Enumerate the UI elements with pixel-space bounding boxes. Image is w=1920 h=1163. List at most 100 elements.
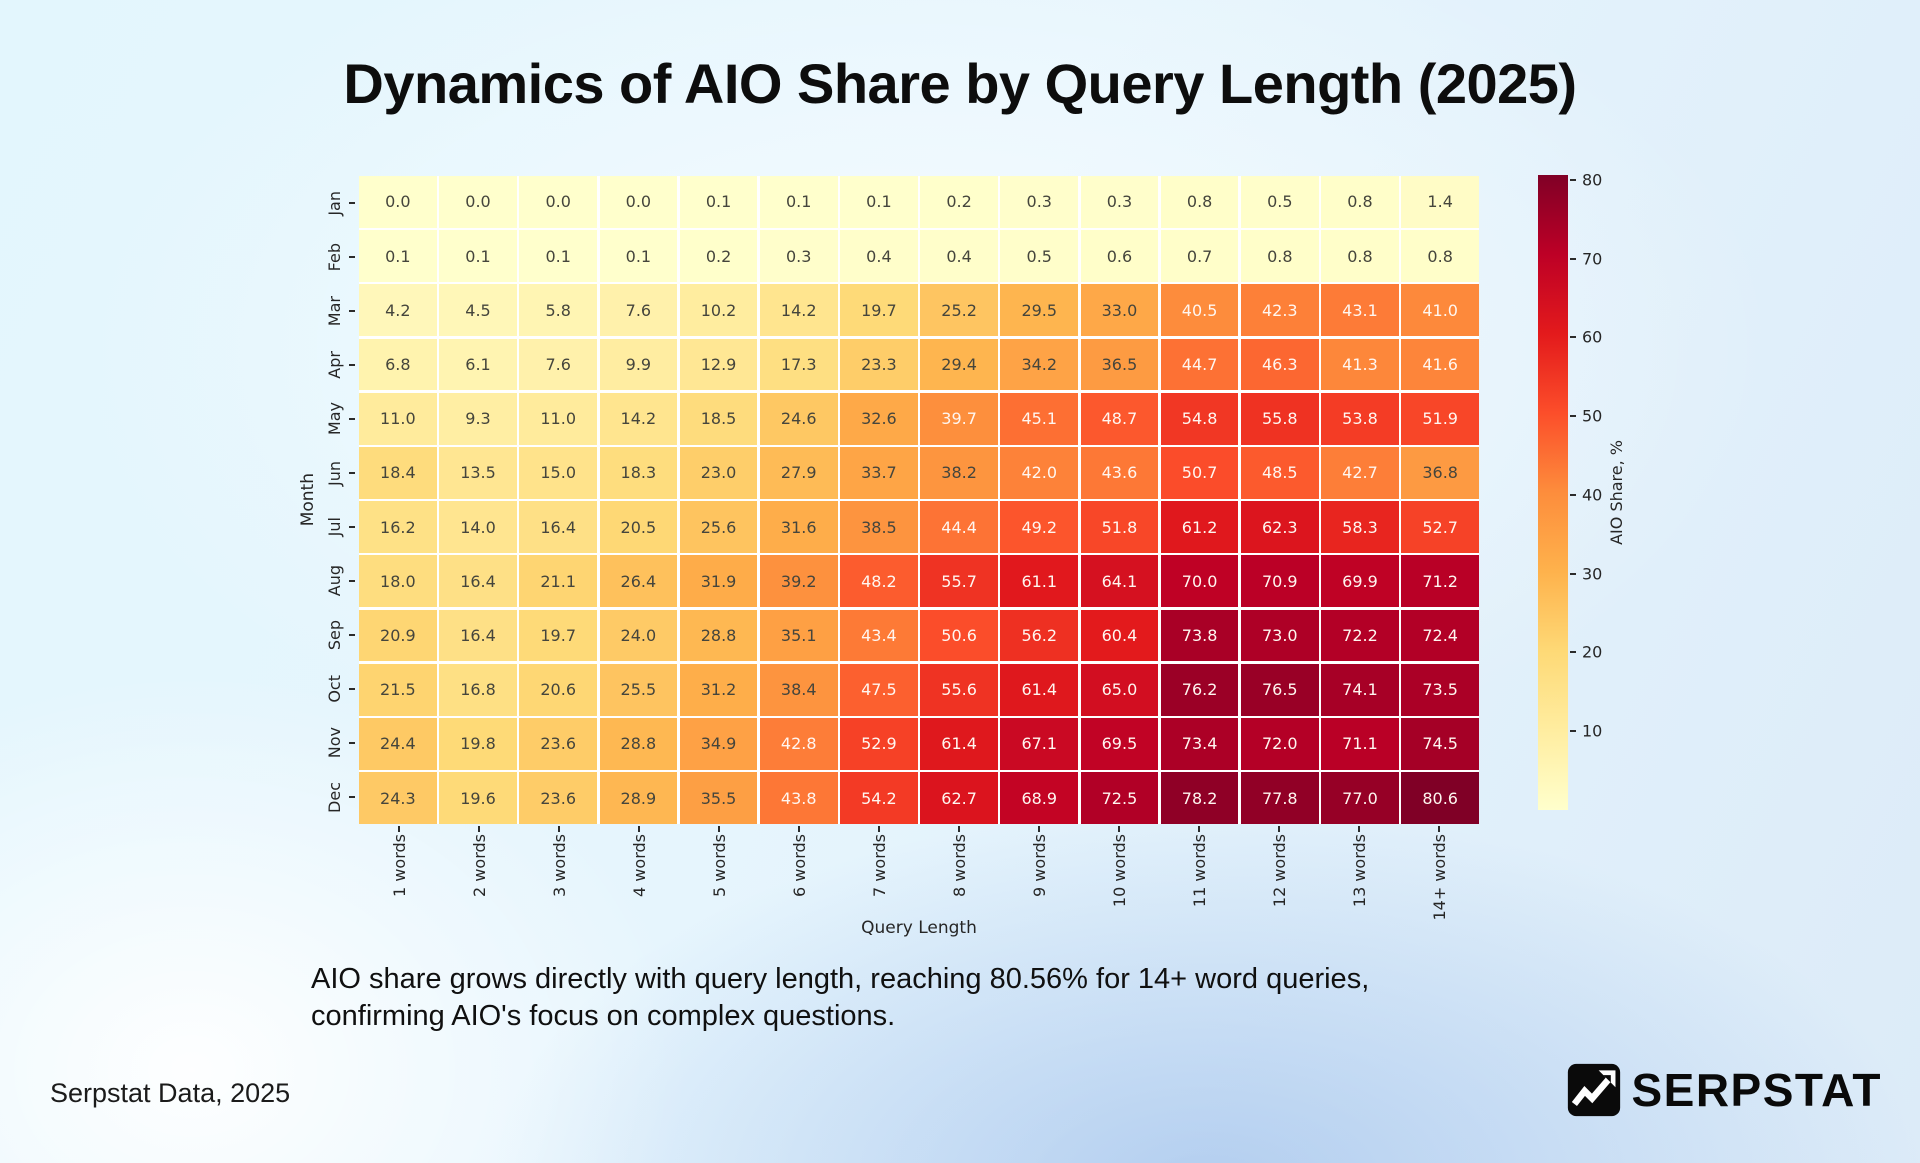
- heatmap-cell: 73.8: [1160, 609, 1239, 662]
- heatmap-cell: 50.7: [1160, 447, 1239, 499]
- x-tick-text: 12 words: [1269, 834, 1289, 908]
- heatmap-cell: 0.6: [1080, 230, 1159, 282]
- heatmap-cell: 1.4: [1401, 176, 1479, 228]
- heatmap-cell: 36.8: [1401, 447, 1479, 499]
- heatmap-cell: 38.4: [759, 663, 838, 716]
- colorbar-tick-label: 50: [1582, 406, 1603, 426]
- heatmap-cell: 16.2: [359, 501, 437, 553]
- y-tick-text: Oct: [325, 675, 344, 703]
- heatmap-cell: 33.7: [840, 447, 918, 499]
- heatmap-cell: 0.4: [920, 230, 998, 282]
- heatmap-cell: 52.7: [1401, 501, 1479, 553]
- heatmap-cell: 0.8: [1321, 176, 1399, 228]
- heatmap-cell: 7.6: [519, 338, 598, 391]
- colorbar-tick-label: 10: [1582, 721, 1603, 741]
- heatmap-cell: 34.9: [679, 718, 758, 770]
- heatmap-cell: 0.0: [439, 176, 517, 228]
- colorbar-tick-label: 20: [1582, 642, 1603, 662]
- heatmap-cell: 16.4: [439, 609, 517, 662]
- heatmap-cell: 42.7: [1321, 447, 1399, 499]
- y-tick-label-may: May: [322, 392, 344, 446]
- x-tick-mark: [958, 826, 960, 832]
- x-axis-label: Query Length: [861, 918, 977, 938]
- heatmap-cell: 38.2: [920, 447, 998, 499]
- heatmap-cell: 7.6: [599, 284, 678, 337]
- colorbar-tick-label: 40: [1582, 485, 1603, 505]
- heatmap-cell: 42.8: [759, 718, 838, 770]
- x-tick-mark: [398, 826, 400, 832]
- heatmap-cell: 24.6: [759, 392, 838, 445]
- heatmap-cell: 0.1: [840, 176, 918, 228]
- y-tick-mark: [349, 472, 355, 474]
- heatmap-cell: 20.6: [519, 663, 598, 716]
- heatmap-cell: 9.3: [439, 392, 517, 445]
- y-tick-text: Sep: [325, 619, 344, 651]
- heatmap-cell: 69.5: [1080, 718, 1159, 770]
- heatmap-cell: 61.4: [1000, 663, 1079, 716]
- heatmap-cell: 43.6: [1080, 447, 1159, 499]
- heatmap-cell: 43.4: [840, 609, 918, 662]
- y-tick-label-jan: Jan: [322, 176, 344, 230]
- heatmap-cell: 0.8: [1160, 176, 1239, 228]
- heatmap-cell: 38.5: [840, 501, 918, 553]
- heatmap-cell: 73.5: [1401, 663, 1479, 716]
- y-tick-mark: [349, 634, 355, 636]
- heatmap-cell: 41.6: [1401, 338, 1479, 391]
- heatmap-cell: 62.3: [1240, 501, 1319, 553]
- heatmap-cell: 77.0: [1321, 772, 1399, 824]
- heatmap-cell: 74.1: [1321, 663, 1399, 716]
- heatmap-cell: 39.7: [920, 392, 998, 445]
- heatmap-cell: 23.6: [519, 718, 598, 770]
- heatmap-cell: 12.9: [679, 338, 758, 391]
- heatmap-cell: 44.4: [920, 501, 998, 553]
- colorbar-tick-label: 30: [1582, 564, 1603, 584]
- heatmap-cell: 25.2: [920, 284, 998, 337]
- serpstat-wordmark: SERPSTAT: [1631, 1064, 1882, 1116]
- heatmap-cell: 78.2: [1160, 772, 1239, 824]
- heatmap-cell: 23.6: [519, 772, 598, 824]
- colorbar-tick-label: 60: [1582, 327, 1603, 347]
- colorbar-tick-mark: [1570, 178, 1576, 181]
- colorbar-tick-mark: [1570, 493, 1576, 496]
- heatmap-cell: 16.4: [439, 555, 517, 608]
- heatmap-cell: 31.6: [759, 501, 838, 553]
- heatmap-cell: 47.5: [840, 663, 918, 716]
- heatmap-cell: 28.9: [599, 772, 678, 824]
- heatmap-cell: 33.0: [1080, 284, 1159, 337]
- heatmap-cell: 72.0: [1240, 718, 1319, 770]
- heatmap-cell: 23.3: [840, 338, 918, 391]
- heatmap-cell: 80.6: [1401, 772, 1479, 824]
- heatmap-cell: 48.2: [840, 555, 918, 608]
- colorbar-label-wrap: AIO Share, %: [1604, 175, 1628, 810]
- heatmap-cell: 18.0: [359, 555, 437, 608]
- heatmap-cell: 0.8: [1401, 230, 1479, 282]
- y-tick-mark: [349, 742, 355, 744]
- heatmap-cell: 60.4: [1080, 609, 1159, 662]
- heatmap-cell: 0.1: [759, 176, 838, 228]
- heatmap-cell: 14.2: [759, 284, 838, 337]
- heatmap-cell: 0.0: [599, 176, 678, 228]
- y-tick-text: May: [325, 402, 344, 436]
- heatmap-cell: 70.0: [1160, 555, 1239, 608]
- heatmap-cell: 48.7: [1080, 392, 1159, 445]
- colorbar-tick-mark: [1570, 730, 1576, 733]
- heatmap-cell: 0.2: [679, 230, 758, 282]
- y-tick-text: Apr: [325, 351, 344, 379]
- heatmap-cell: 52.9: [840, 718, 918, 770]
- heatmap-cell: 0.5: [1240, 176, 1319, 228]
- heatmap-cell: 0.0: [359, 176, 437, 228]
- colorbar-tick-mark: [1570, 415, 1576, 418]
- y-tick-mark: [349, 310, 355, 312]
- heatmap-cell: 14.2: [599, 392, 678, 445]
- heatmap-cell: 0.8: [1240, 230, 1319, 282]
- y-tick-label-jul: Jul: [322, 500, 344, 554]
- x-tick-mark: [1278, 826, 1280, 832]
- y-tick-text: Feb: [325, 242, 344, 272]
- heatmap-cell: 29.4: [920, 338, 998, 391]
- heatmap-cell: 61.2: [1160, 501, 1239, 553]
- heatmap: 0.0 0.0 0.0 0.0 0.1 0.1 0.1 0.2 0.3 0.3 0.8 0.5 0.8 1…: [359, 176, 1479, 824]
- x-tick-text: 2 words: [469, 834, 489, 897]
- colorbar-label: AIO Share, %: [1606, 440, 1626, 545]
- heatmap-cell: 71.1: [1321, 718, 1399, 770]
- heatmap-cell: 21.5: [359, 663, 437, 716]
